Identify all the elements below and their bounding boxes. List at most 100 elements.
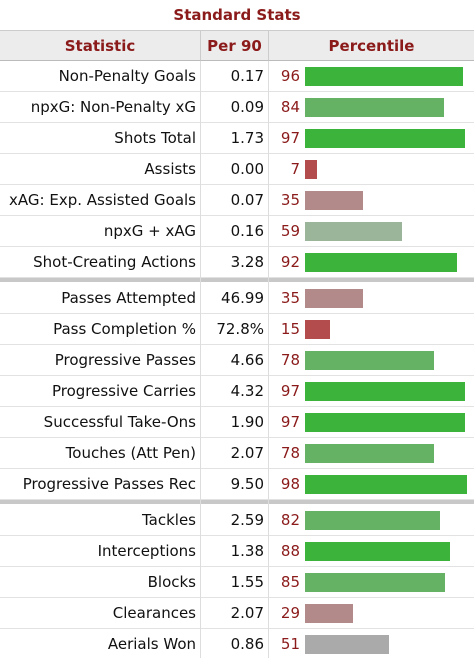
percentile-bar [305,191,363,210]
percentile-value: 97 [280,129,300,147]
per-90-value: 72.8% [216,320,264,338]
section-separator [0,500,474,504]
row-divider [0,215,474,216]
percentile-bar [305,542,451,561]
per-90-value: 0.17 [230,67,264,85]
row-divider [0,246,474,247]
percentile-value: 96 [280,67,300,85]
percentile-value: 35 [280,289,300,307]
column-divider [200,61,201,658]
per-90-value: 2.59 [230,511,264,529]
per-90-value: 2.07 [230,604,264,622]
per-90-value: 4.66 [230,351,264,369]
percentile-value: 78 [280,351,300,369]
statistic-label: Non-Penalty Goals [58,67,196,85]
per-90-value: 9.50 [230,475,264,493]
row-divider [0,277,474,278]
row-divider [0,535,474,536]
percentile-bar [305,413,466,432]
row-divider [0,468,474,469]
percentile-bar [305,289,363,308]
percentile-value: 35 [280,191,300,209]
per-90-value: 2.07 [230,444,264,462]
statistic-label: Successful Take-Ons [43,413,196,431]
section-separator [0,278,474,282]
percentile-value: 82 [280,511,300,529]
per-90-value: 0.16 [230,222,264,240]
percentile-bar [305,129,466,148]
column-divider [268,61,269,658]
percentile-value: 97 [280,413,300,431]
row-divider [0,153,474,154]
percentile-bar [305,475,467,494]
percentile-bar [305,160,317,179]
per-90-value: 46.99 [221,289,264,307]
statistic-label: Aerials Won [107,635,196,653]
percentile-value: 78 [280,444,300,462]
percentile-bar [305,604,353,623]
percentile-bar [305,253,457,272]
statistic-label: xAG: Exp. Assisted Goals [9,191,196,209]
percentile-value: 15 [280,320,300,338]
percentile-value: 84 [280,98,300,116]
column-header: Percentile [268,30,474,61]
row-divider [0,375,474,376]
row-divider [0,344,474,345]
statistic-label: npxG: Non-Penalty xG [30,98,196,116]
percentile-bar [305,511,441,530]
per-90-value: 1.90 [230,413,264,431]
row-divider [0,184,474,185]
per-90-value: 1.73 [230,129,264,147]
percentile-value: 97 [280,382,300,400]
per-90-value: 1.55 [230,573,264,591]
per-90-value: 4.32 [230,382,264,400]
percentile-bar [305,573,446,592]
percentile-bar [305,444,434,463]
row-divider [0,91,474,92]
row-divider [0,597,474,598]
statistic-label: npxG + xAG [103,222,196,240]
percentile-bar [305,635,390,654]
statistic-label: Blocks [147,573,196,591]
percentile-value: 51 [280,635,300,653]
percentile-value: 98 [280,475,300,493]
row-divider [0,437,474,438]
statistic-label: Tackles [141,511,196,529]
statistic-label: Pass Completion % [53,320,196,338]
statistic-label: Progressive Passes [54,351,196,369]
per-90-value: 0.09 [230,98,264,116]
per-90-value: 1.38 [230,542,264,560]
statistic-label: Assists [144,160,196,178]
statistic-label: Touches (Att Pen) [65,444,196,462]
percentile-value: 7 [290,160,300,178]
percentile-bar [305,67,464,86]
percentile-value: 88 [280,542,300,560]
percentile-bar [305,382,466,401]
percentile-value: 85 [280,573,300,591]
row-divider [0,122,474,123]
statistic-label: Interceptions [97,542,196,560]
table-title: Standard Stats [173,6,301,24]
statistic-label: Progressive Passes Rec [22,475,196,493]
percentile-bar [305,351,434,370]
percentile-bar [305,222,403,241]
statistic-label: Progressive Carries [51,382,196,400]
statistic-label: Shot-Creating Actions [33,253,196,271]
column-header: Statistic [0,30,200,61]
percentile-value: 92 [280,253,300,271]
row-divider [0,628,474,629]
per-90-value: 0.07 [230,191,264,209]
statistic-label: Shots Total [114,129,196,147]
row-divider [0,406,474,407]
percentile-value: 29 [280,604,300,622]
row-divider [0,499,474,500]
statistic-label: Clearances [112,604,196,622]
percentile-value: 59 [280,222,300,240]
per-90-value: 0.86 [230,635,264,653]
statistic-label: Passes Attempted [61,289,196,307]
percentile-bar [305,98,444,117]
column-header: Per 90 [200,30,268,61]
per-90-value: 3.28 [230,253,264,271]
row-divider [0,313,474,314]
